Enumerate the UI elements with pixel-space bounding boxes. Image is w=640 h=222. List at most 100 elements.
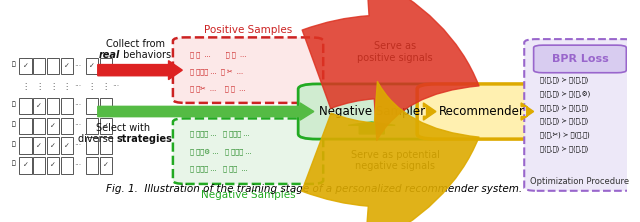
Bar: [47, 157, 59, 174]
Text: 🧑: 🧑: [12, 101, 15, 107]
Text: Negative Sampler: Negative Sampler: [319, 105, 425, 118]
Text: Select with: Select with: [96, 123, 150, 133]
Text: ···: ···: [74, 121, 81, 130]
Text: ✓: ✓: [50, 163, 56, 168]
FancyBboxPatch shape: [534, 45, 627, 73]
Text: 👤 🕶️🌿🌿 ...   👤 🌿🕶️  ...: 👤 🕶️🌿🌿 ... 👤 🌿🕶️ ...: [191, 165, 248, 172]
Text: 🧑: 🧑: [12, 141, 15, 147]
Text: 𝓕(👩,👓) ≻ 𝓕(👩,🌿): 𝓕(👩,👓) ≻ 𝓕(👩,🌿): [540, 118, 588, 124]
Bar: [61, 157, 73, 174]
Text: 𝓕(👤,🎩) ≻ 𝓕(👤,⚙️): 𝓕(👤,🎩) ≻ 𝓕(👤,⚙️): [540, 90, 590, 97]
FancyBboxPatch shape: [417, 84, 545, 139]
Text: ✓: ✓: [36, 103, 42, 109]
Text: BPR Loss: BPR Loss: [552, 54, 609, 64]
Text: ⋮: ⋮: [35, 82, 44, 91]
Text: ✓: ✓: [64, 63, 70, 69]
Text: ···: ···: [74, 82, 81, 91]
Bar: [100, 58, 112, 74]
Bar: [61, 118, 73, 134]
Text: Negative Samples: Negative Samples: [201, 190, 296, 200]
Text: ···: ···: [74, 141, 81, 150]
Text: 👤 🎒  ...       👤 👓  ...: 👤 🎒 ... 👤 👓 ...: [191, 51, 247, 58]
Text: Optimization Procedure: Optimization Procedure: [531, 177, 630, 186]
Text: ✂️: ✂️: [90, 59, 95, 63]
Bar: [19, 157, 31, 174]
Text: 👤 👓🎩🍦 ...  👩 ✂️  ...: 👤 👓🎩🍦 ... 👩 ✂️ ...: [191, 69, 244, 75]
Text: 👤 🌿🎮🎮 ...   👤 🔒🌿🔑 ...: 👤 🌿🎮🎮 ... 👤 🔒🌿🔑 ...: [191, 131, 250, 137]
Text: diverse: diverse: [77, 134, 116, 144]
Text: 👓: 👓: [38, 58, 42, 64]
Text: ✓: ✓: [50, 143, 56, 149]
Text: Collect from: Collect from: [106, 39, 165, 49]
Text: ···: ···: [74, 62, 81, 71]
Text: Positive Samples: Positive Samples: [204, 25, 292, 35]
Text: 🎮: 🎮: [66, 58, 70, 64]
Text: ···: ···: [74, 161, 81, 170]
Bar: [19, 98, 31, 114]
Bar: [86, 118, 98, 134]
Bar: [33, 157, 45, 174]
Bar: [86, 58, 98, 74]
Text: ⋮: ⋮: [63, 82, 71, 91]
Text: ✓: ✓: [50, 123, 56, 129]
Text: 🧑: 🧑: [12, 121, 15, 127]
Text: 👤 👠🔧⚙️ ...   👩 🕐🎩💎 ...: 👤 👠🔧⚙️ ... 👩 🕐🎩💎 ...: [191, 148, 252, 155]
Text: 🎩: 🎩: [52, 58, 56, 64]
Bar: [47, 137, 59, 154]
Text: 𝓕(👤,🌺) ≻ 𝓕(👤,📻): 𝓕(👤,🌺) ≻ 𝓕(👤,📻): [540, 104, 588, 111]
FancyArrow shape: [424, 103, 436, 120]
Text: Serve as potential
negative signals: Serve as potential negative signals: [351, 150, 440, 171]
Text: real: real: [99, 50, 120, 60]
Text: strategies: strategies: [116, 134, 172, 144]
Text: 𝓕(👤,🎒) ≻ 𝓕(👤,🎮): 𝓕(👤,🎒) ≻ 𝓕(👤,🎮): [540, 76, 588, 83]
Text: ···: ···: [112, 82, 119, 91]
Bar: [100, 137, 112, 154]
Bar: [19, 58, 31, 74]
Text: 👩: 👩: [12, 62, 15, 67]
FancyBboxPatch shape: [298, 84, 445, 139]
FancyArrow shape: [348, 122, 396, 134]
Bar: [33, 58, 45, 74]
Text: 𝓕(👤,🌺) ≻ 𝓕(👤,🍃): 𝓕(👤,🌺) ≻ 𝓕(👤,🍃): [540, 145, 588, 152]
Bar: [61, 137, 73, 154]
Text: 𝓕(👩,✂️) ≻ 𝓕(👩,🌿): 𝓕(👩,✂️) ≻ 𝓕(👩,🌿): [540, 131, 589, 138]
Text: 🎭: 🎭: [105, 58, 108, 64]
Bar: [86, 157, 98, 174]
Bar: [47, 118, 59, 134]
Text: ✓: ✓: [36, 143, 42, 149]
Text: ✓: ✓: [89, 63, 95, 69]
Text: ···: ···: [74, 101, 81, 111]
Text: ⋮: ⋮: [21, 82, 29, 91]
Text: Fig. 1.  Illustration of the training stage of a personalized recommender system: Fig. 1. Illustration of the training sta…: [106, 184, 522, 194]
FancyBboxPatch shape: [524, 39, 636, 191]
Text: ✓: ✓: [64, 143, 70, 149]
Text: ✓: ✓: [22, 163, 29, 168]
Text: ✓: ✓: [22, 63, 29, 69]
Text: ⋮: ⋮: [49, 82, 58, 91]
Bar: [100, 157, 112, 174]
Bar: [86, 98, 98, 114]
FancyArrow shape: [521, 103, 534, 120]
Text: 🧑: 🧑: [12, 161, 15, 166]
Text: 👤 🌺✂️  ...    👤 🌺  ...: 👤 🌺✂️ ... 👤 🌺 ...: [191, 86, 246, 92]
FancyBboxPatch shape: [173, 37, 323, 103]
Bar: [33, 137, 45, 154]
Bar: [100, 98, 112, 114]
Bar: [86, 137, 98, 154]
Bar: [19, 118, 31, 134]
Text: behaviors: behaviors: [120, 50, 171, 60]
Bar: [61, 58, 73, 74]
Bar: [47, 98, 59, 114]
FancyArrow shape: [98, 61, 182, 80]
Text: ✓: ✓: [103, 163, 109, 168]
Text: 📷: 📷: [24, 58, 28, 64]
Text: ✓: ✓: [103, 123, 109, 129]
Bar: [47, 58, 59, 74]
Bar: [100, 118, 112, 134]
Text: ⋮: ⋮: [88, 82, 96, 91]
Text: Serve as
positive signals: Serve as positive signals: [357, 41, 433, 63]
Bar: [19, 137, 31, 154]
Bar: [33, 118, 45, 134]
FancyBboxPatch shape: [173, 118, 323, 184]
Bar: [61, 98, 73, 114]
